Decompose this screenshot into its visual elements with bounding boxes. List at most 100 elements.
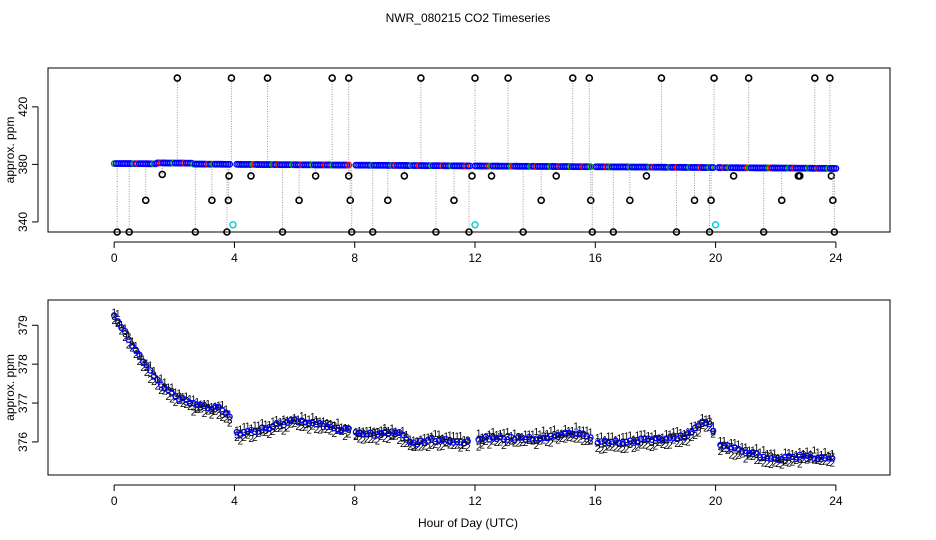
series-1-point: 1 xyxy=(433,429,439,440)
data-point xyxy=(500,436,508,443)
x-tick-label: 16 xyxy=(589,494,603,508)
series-2-point: 2 xyxy=(169,395,175,406)
series-1-point: 1 xyxy=(728,438,734,449)
data-point xyxy=(215,403,223,411)
series-3-point: 3 xyxy=(147,369,153,380)
series-3-point: 3 xyxy=(638,437,644,448)
series-2-point: 2 xyxy=(259,428,265,439)
series-1-point: 1 xyxy=(627,431,633,442)
series-2-point: 2 xyxy=(494,438,500,449)
data-point xyxy=(273,420,280,427)
data-point xyxy=(554,431,562,439)
series-3-point: 3 xyxy=(317,419,323,430)
series-1-point: 1 xyxy=(508,431,514,442)
data-point xyxy=(352,429,360,436)
series-3-point: 3 xyxy=(548,432,554,443)
data-point xyxy=(439,436,446,444)
data-point xyxy=(767,455,775,462)
data-point xyxy=(374,431,381,438)
data-point xyxy=(673,435,681,443)
outlier-point xyxy=(626,196,634,205)
series-3-point: 3 xyxy=(418,437,424,448)
data-point xyxy=(800,452,807,460)
series-1-point: 1 xyxy=(285,416,291,427)
data-point xyxy=(248,426,255,434)
series-1-point: 1 xyxy=(544,429,550,440)
data-point xyxy=(493,435,500,443)
series-2-point: 2 xyxy=(451,441,457,452)
series-1-point: 1 xyxy=(754,443,760,454)
series-2-point: 2 xyxy=(638,441,644,452)
data-point xyxy=(464,438,471,445)
series-1-point: 1 xyxy=(162,377,168,388)
series-1-point: 1 xyxy=(238,425,244,436)
series-2-point: 2 xyxy=(653,441,659,452)
series-1-point: 1 xyxy=(205,399,211,410)
series-2-point: 2 xyxy=(801,455,807,466)
series-2-point: 2 xyxy=(703,424,709,435)
series-3-point: 3 xyxy=(194,403,200,414)
series-3-point: 3 xyxy=(436,435,442,446)
y-tick-label: 378 xyxy=(16,354,30,374)
data-point xyxy=(475,436,482,443)
x-tick-label: 4 xyxy=(231,494,238,508)
x-tick-label: 12 xyxy=(468,251,482,265)
series-1-point: 1 xyxy=(267,420,273,431)
outlier-point xyxy=(225,172,233,180)
series-1-point: 1 xyxy=(595,433,601,444)
data-point xyxy=(562,429,569,436)
series-1-point: 1 xyxy=(155,374,161,385)
series-1-point: 1 xyxy=(317,417,323,428)
series-3-point: 3 xyxy=(613,436,619,447)
series-1-point: 1 xyxy=(555,429,561,440)
series-2-point: 2 xyxy=(335,426,341,437)
x-tick-label: 24 xyxy=(829,494,843,508)
data-point xyxy=(706,420,713,428)
data-point xyxy=(114,317,121,325)
outlier-point xyxy=(657,74,666,82)
series-2-point: 2 xyxy=(295,422,301,433)
series-2-point: 2 xyxy=(375,437,381,448)
series-2-point: 2 xyxy=(566,433,572,444)
series-1-point: 1 xyxy=(638,430,644,441)
series-2-point: 2 xyxy=(685,438,691,449)
data-point xyxy=(410,439,417,446)
series-3-point: 3 xyxy=(728,442,734,453)
data-point xyxy=(709,427,717,435)
series-2-point: 2 xyxy=(310,421,316,432)
series-3-point: 3 xyxy=(523,435,529,446)
series-3-point: 3 xyxy=(451,437,457,448)
series-2-point: 2 xyxy=(313,425,319,436)
series-2-point: 2 xyxy=(696,428,702,439)
outlier-point xyxy=(642,172,651,180)
series-3-point: 3 xyxy=(667,433,673,444)
outlier-point xyxy=(586,196,595,205)
series-1-point: 1 xyxy=(721,436,727,447)
series-3-point: 3 xyxy=(458,441,464,452)
data-point xyxy=(533,435,540,442)
series-3-point: 3 xyxy=(775,454,781,465)
series-1-point: 1 xyxy=(783,447,789,458)
series-2-point: 2 xyxy=(490,436,496,447)
series-2-point: 2 xyxy=(678,439,684,450)
series-2-point: 2 xyxy=(754,456,760,467)
outlier-point xyxy=(295,196,303,205)
series-2-point: 2 xyxy=(198,404,204,415)
series-2-point: 2 xyxy=(321,424,327,435)
series-3-point: 3 xyxy=(119,323,125,334)
series-1-point: 1 xyxy=(252,421,258,432)
series-2-point: 2 xyxy=(710,430,716,441)
series-3-point: 3 xyxy=(537,434,543,445)
data-point xyxy=(619,440,627,447)
series-1-point: 1 xyxy=(671,427,677,438)
data-point xyxy=(489,435,497,442)
data-point xyxy=(150,373,158,380)
series-1-point: 1 xyxy=(512,429,518,440)
data-point xyxy=(453,438,461,445)
series-2-point: 2 xyxy=(252,433,258,444)
outlier-point xyxy=(759,228,768,236)
series-2-point: 2 xyxy=(234,433,240,444)
flagged-point xyxy=(229,221,237,229)
series-3-point: 3 xyxy=(512,435,518,446)
series-1-point: 1 xyxy=(584,426,590,437)
